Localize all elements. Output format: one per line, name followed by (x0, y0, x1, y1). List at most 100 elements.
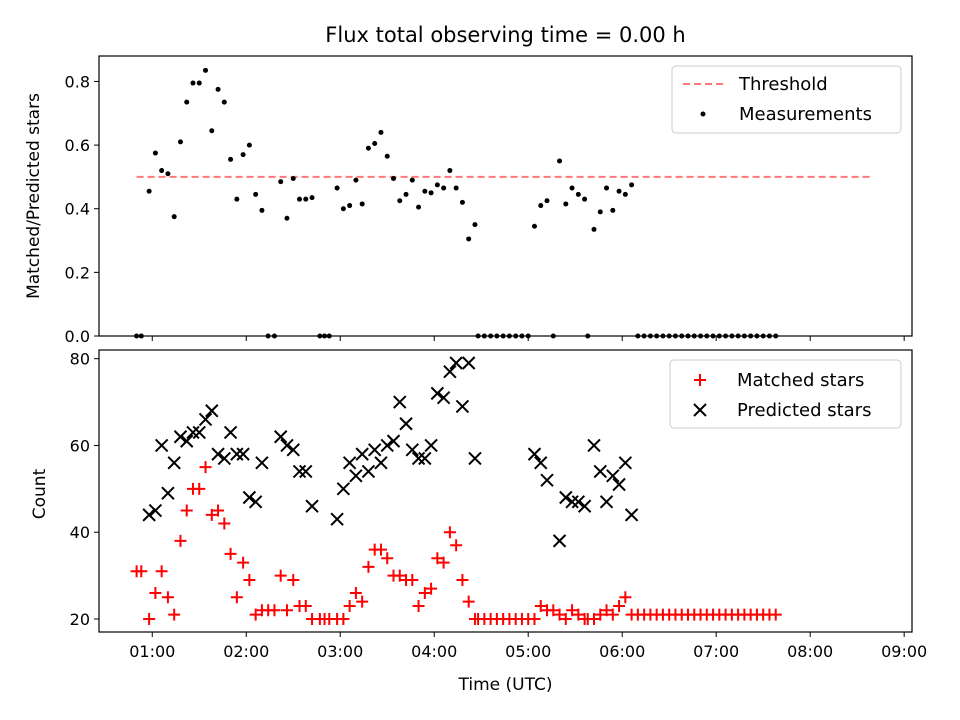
matched-point (199, 461, 212, 474)
measurement-point (221, 99, 227, 105)
matched-point (431, 552, 444, 565)
predicted-point (255, 456, 269, 470)
predicted-point (180, 434, 194, 448)
y-tick-label: 0.6 (65, 136, 90, 155)
predicted-point (587, 438, 601, 453)
measurement-point (177, 139, 183, 145)
matched-point (237, 556, 250, 569)
predicted-point (559, 490, 573, 505)
predicted-point (593, 464, 607, 479)
measurement-point (297, 196, 303, 202)
matched-point (224, 547, 237, 560)
plot-frame (98, 349, 913, 633)
predicted-point (161, 486, 175, 500)
predicted-point (198, 412, 213, 427)
measurement-point (303, 196, 309, 202)
measurement-point (422, 188, 428, 194)
predicted-point (230, 447, 244, 461)
predicted-point (342, 456, 357, 470)
measurement-point (544, 198, 550, 204)
matched-point (412, 599, 425, 612)
measurement-point (622, 191, 628, 197)
axis-ticks: 01:00 02:00 03:00 04:00 05:00 06:00 07:00 08:00… (70, 350, 928, 661)
predicted-point (436, 391, 451, 405)
measurement-point (434, 182, 440, 188)
predicted-point (167, 456, 181, 470)
measurement-point (284, 215, 290, 221)
matched-point (600, 604, 613, 617)
measurement-point (557, 158, 563, 164)
measurement-point (146, 188, 152, 194)
measurement-point (196, 80, 202, 86)
predicted-point (192, 425, 206, 440)
measurement-point (228, 156, 234, 162)
x-tick-label: 08:00 (787, 642, 833, 661)
matched-point (249, 608, 262, 621)
matched-point (566, 604, 579, 617)
legend-predicted-marker (693, 403, 707, 417)
predicted-point (430, 386, 445, 401)
matched-point (168, 608, 181, 621)
measurement-point (215, 86, 221, 92)
x-tick-label: 03:00 (317, 642, 363, 661)
legend-threshold-label: Threshold (738, 74, 828, 95)
matched-point (769, 608, 782, 621)
matched-point (528, 612, 541, 625)
predicted-point (386, 434, 401, 448)
measurement-point (459, 199, 465, 205)
matched-point (613, 599, 626, 612)
measurement-point (309, 195, 315, 201)
x-tick-label: 01:00 (129, 642, 175, 661)
measurement-point (416, 204, 422, 210)
predicted-point (443, 364, 457, 379)
matched-point (572, 608, 585, 621)
measurement-point (190, 80, 196, 86)
measurement-point (531, 223, 537, 229)
legend-predicted-label: Predicted stars (737, 400, 871, 421)
y-tick-label: 60 (70, 436, 90, 455)
predicted-point (361, 464, 376, 479)
predicted-point (280, 438, 294, 453)
x-axis-label: Time (UTC) (458, 675, 553, 695)
measurement-point (397, 198, 403, 204)
matched-point (343, 599, 356, 612)
measurement-point (575, 191, 581, 197)
ratio-panel: Flux total observing time = 0.00 h Match… (24, 23, 913, 346)
measurement-point (441, 185, 447, 191)
predicted-point (418, 451, 432, 466)
matched-point (299, 599, 312, 612)
measurement-point (259, 207, 265, 213)
measurement-point (253, 191, 259, 197)
measurement-point (165, 171, 171, 177)
predicted-point (540, 473, 554, 487)
y-axis-label: Matched/Predicted stars (24, 93, 44, 299)
measurement-point (378, 129, 384, 135)
matched-point (374, 543, 387, 556)
predicted-point (217, 451, 232, 466)
predicted-point (393, 395, 407, 409)
predicted-point (618, 456, 633, 470)
measurement-point (597, 209, 603, 215)
measurement-point (340, 206, 346, 212)
predicted-point (411, 451, 426, 466)
matched-point (243, 573, 256, 586)
predicted-point (552, 534, 567, 548)
predicted-point (336, 482, 351, 496)
predicted-point (211, 447, 225, 461)
matched-point (456, 573, 469, 586)
measurement-point (365, 145, 371, 151)
measurement-point (569, 185, 575, 191)
matched-point (534, 599, 547, 612)
matched-point (606, 608, 619, 621)
measurement-point (240, 152, 246, 158)
x-tick-label: 02:00 (223, 642, 269, 661)
matched-point (553, 608, 566, 621)
measurement-point (359, 201, 365, 207)
measurement-point (152, 150, 158, 156)
y-axis-label: Count (30, 468, 50, 519)
predicted-point (455, 399, 470, 414)
plot-frame (98, 55, 913, 337)
predicted-point (330, 512, 344, 526)
matched-point (218, 517, 231, 530)
